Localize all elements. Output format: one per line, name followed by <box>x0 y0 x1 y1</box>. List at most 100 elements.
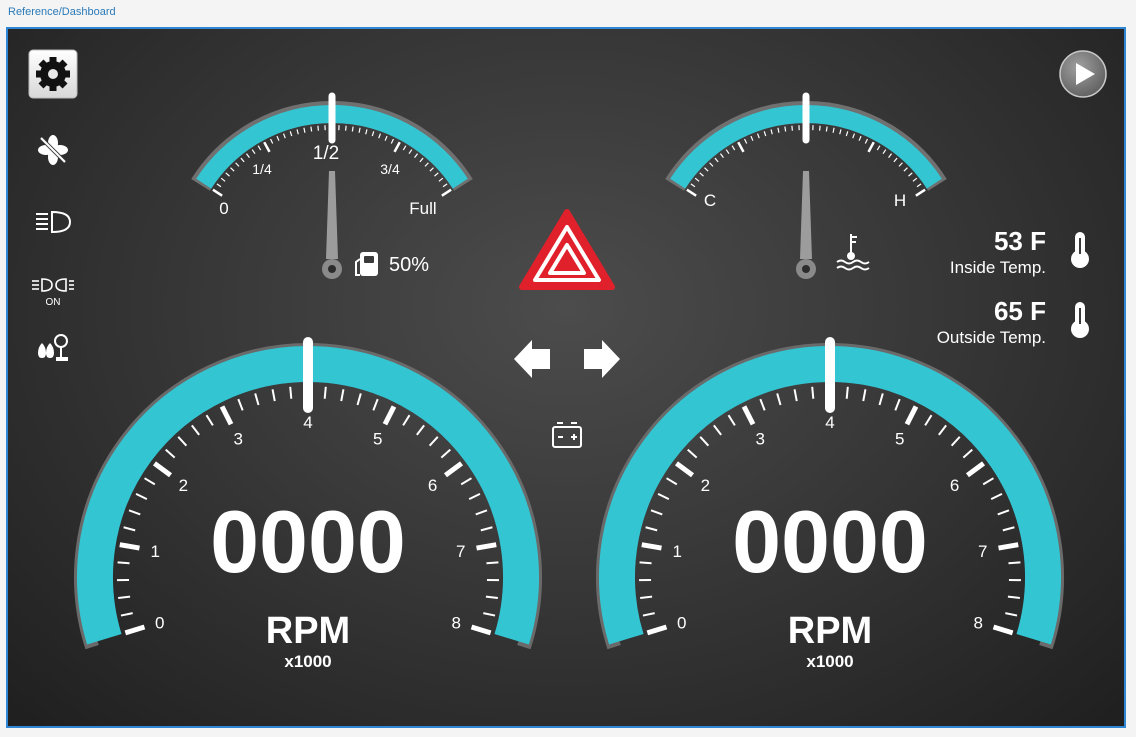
fuel-gauge-tick <box>296 129 299 135</box>
fuel-gauge-tick <box>351 126 354 132</box>
fuel-gauge-tick <box>358 127 361 133</box>
fuel-pump-icon <box>355 252 378 276</box>
rpm-left-tick <box>485 595 498 599</box>
fuel-gauge-tick <box>240 157 245 163</box>
rpm-left-tick <box>123 526 136 532</box>
rpm-right-tick-label: 5 <box>895 430 904 449</box>
battery-icon <box>552 422 582 448</box>
rpm-right-tick <box>950 436 961 447</box>
rpm-left-tick <box>480 526 493 532</box>
fuel-gauge-tick <box>419 157 424 163</box>
fog-lights-state: ON <box>46 297 61 308</box>
rpm-left-tick-label: 5 <box>373 430 382 449</box>
temp-gauge-tick <box>845 131 849 137</box>
temp-gauge-tick <box>903 167 908 172</box>
rpm-right-tick <box>793 389 798 402</box>
rpm-left-tick <box>254 393 260 406</box>
rpm-left-tick <box>205 414 214 426</box>
rpm-right-tick <box>990 492 1003 500</box>
fuel-gauge-tick <box>235 162 240 167</box>
temp-gauge-tick <box>756 133 760 139</box>
fan-off-icon[interactable] <box>38 135 68 165</box>
fuel-gauge-tick <box>384 135 388 141</box>
rpm-left-tick <box>475 509 488 516</box>
rpm-right-tick <box>687 448 698 459</box>
fuel-gauge-tick <box>378 133 382 139</box>
temp-gauge-tick <box>888 153 893 159</box>
rpm-left-tick <box>402 414 411 426</box>
temp-gauge-tick <box>719 153 724 159</box>
temperature-gauge <box>665 92 947 197</box>
rpm-left-tick <box>440 448 451 459</box>
fuel-percent: 50% <box>389 254 429 276</box>
temp-gauge-tick <box>770 129 773 135</box>
rpm-right-tick <box>1008 561 1021 565</box>
settings-button[interactable] <box>28 49 78 99</box>
fuel-gauge-tick <box>212 188 223 197</box>
temp-gauge-tick <box>763 131 767 137</box>
rpm-right-tick <box>713 424 722 436</box>
rpm-right-tick-label: 4 <box>825 413 834 432</box>
rpm-right-tick-label: 2 <box>701 476 710 495</box>
fuel-gauge-tick <box>371 131 375 137</box>
fuel-gauge-tick <box>438 177 444 182</box>
rpm-right-tick <box>904 405 919 426</box>
temp-gauge-tick <box>725 149 730 155</box>
rpm-right-tick <box>776 393 782 406</box>
fuel-gauge-tick <box>220 177 226 182</box>
play-icon <box>1076 63 1095 85</box>
inside-thermometer-icon <box>1071 232 1089 268</box>
rpm-right-tick <box>878 393 884 406</box>
rpm-left-tick-label: 2 <box>179 476 188 495</box>
temp-gauge-tick <box>893 157 898 163</box>
rpm-right-tick-label: 3 <box>756 430 765 449</box>
fuel-gauge-tick <box>303 127 306 133</box>
hazard-button[interactable] <box>519 209 615 290</box>
fuel-gauge-tick <box>263 141 271 153</box>
gear-tooth <box>56 59 68 71</box>
rpm-left-tick <box>460 477 472 486</box>
hazard-icon <box>533 225 601 282</box>
rpm-left-tick-label: 6 <box>428 476 437 495</box>
gear-tooth <box>49 57 57 65</box>
headlight-icon[interactable] <box>36 210 72 234</box>
rpm-left-tick <box>486 561 499 565</box>
inside-temp-value: 53 F <box>994 226 1046 256</box>
rpm-right-tick <box>982 477 994 486</box>
turn-left-icon[interactable] <box>514 340 550 378</box>
rpm-right-tick <box>1002 526 1015 532</box>
rpm-left-tick <box>165 448 176 459</box>
rpm-left-tick <box>443 461 464 478</box>
rpm-left-tick <box>191 424 200 436</box>
temp-gauge-tick <box>694 177 700 182</box>
rpm-right-tick <box>741 405 756 426</box>
fuel-needle <box>326 171 338 259</box>
fuel-gauge-tick <box>434 172 439 177</box>
fuel-gauge-tick <box>429 167 434 172</box>
rpm-right-tick <box>646 624 668 636</box>
wiper-fluid-icon[interactable] <box>38 334 68 361</box>
fuel-label-full: Full <box>409 199 436 218</box>
temp-gauge-tick <box>876 145 881 151</box>
temp-gauge-tick <box>709 162 714 167</box>
fog-lights-icon[interactable] <box>32 278 74 292</box>
rpm-left-multiplier: x1000 <box>284 652 331 671</box>
rpm-left-tick <box>219 405 234 426</box>
gear-tooth <box>56 77 68 89</box>
rpm-left-tick <box>428 436 439 447</box>
rpm-left-tick-label: 7 <box>456 542 465 561</box>
turn-right-icon[interactable] <box>584 340 620 378</box>
rpm-left-tick <box>128 509 141 516</box>
temp-gauge-tick <box>839 129 842 135</box>
gear-icon <box>36 57 70 91</box>
temp-gauge-tick <box>867 141 875 153</box>
play-button[interactable] <box>1059 50 1107 98</box>
rpm-right-tick-label: 7 <box>978 542 987 561</box>
breadcrumb[interactable]: Reference/Dashboard <box>8 6 116 18</box>
temp-needle <box>800 171 812 259</box>
temp-gauge-tick <box>916 183 922 188</box>
fuel-gauge-tick <box>257 145 262 151</box>
gear-tooth <box>62 70 70 78</box>
rpm-right-tick <box>641 542 662 551</box>
inside-temp-label: Inside Temp. <box>950 258 1046 277</box>
